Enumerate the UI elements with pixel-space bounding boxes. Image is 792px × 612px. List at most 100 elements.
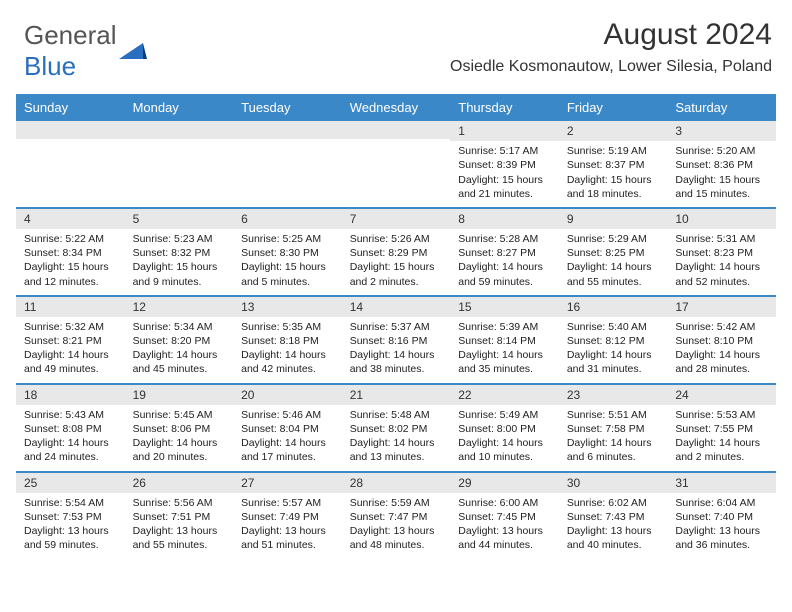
day-content: Sunrise: 5:23 AMSunset: 8:32 PMDaylight:… [125, 229, 234, 295]
day-number: 13 [233, 297, 342, 317]
sunset-text: Sunset: 8:32 PM [133, 246, 226, 260]
day-number: 26 [125, 473, 234, 493]
calendar-day-cell: 8Sunrise: 5:28 AMSunset: 8:27 PMDaylight… [450, 208, 559, 296]
day-header: Saturday [667, 94, 776, 121]
sunset-text: Sunset: 8:25 PM [567, 246, 660, 260]
sunset-text: Sunset: 7:43 PM [567, 510, 660, 524]
sunset-text: Sunset: 8:29 PM [350, 246, 443, 260]
sunrise-text: Sunrise: 5:35 AM [241, 320, 334, 334]
calendar-day-cell: 22Sunrise: 5:49 AMSunset: 8:00 PMDayligh… [450, 384, 559, 472]
daylight-text: Daylight: 15 hours and 9 minutes. [133, 260, 226, 288]
sunrise-text: Sunrise: 5:49 AM [458, 408, 551, 422]
sunset-text: Sunset: 8:20 PM [133, 334, 226, 348]
day-number: 12 [125, 297, 234, 317]
day-number [233, 121, 342, 139]
day-number: 2 [559, 121, 668, 141]
daylight-text: Daylight: 14 hours and 49 minutes. [24, 348, 117, 376]
sunset-text: Sunset: 8:34 PM [24, 246, 117, 260]
day-number: 1 [450, 121, 559, 141]
calendar-day-cell: 2Sunrise: 5:19 AMSunset: 8:37 PMDaylight… [559, 121, 668, 208]
day-header: Tuesday [233, 94, 342, 121]
logo-triangle-icon [119, 41, 147, 61]
day-content: Sunrise: 5:48 AMSunset: 8:02 PMDaylight:… [342, 405, 451, 471]
sunset-text: Sunset: 8:00 PM [458, 422, 551, 436]
day-content: Sunrise: 5:17 AMSunset: 8:39 PMDaylight:… [450, 141, 559, 207]
header-right: August 2024 Osiedle Kosmonautow, Lower S… [450, 18, 772, 76]
day-content: Sunrise: 5:42 AMSunset: 8:10 PMDaylight:… [667, 317, 776, 383]
sunrise-text: Sunrise: 5:32 AM [24, 320, 117, 334]
calendar-week-row: 11Sunrise: 5:32 AMSunset: 8:21 PMDayligh… [16, 296, 776, 384]
calendar-week-row: 25Sunrise: 5:54 AMSunset: 7:53 PMDayligh… [16, 472, 776, 559]
sunset-text: Sunset: 8:18 PM [241, 334, 334, 348]
sunset-text: Sunset: 7:58 PM [567, 422, 660, 436]
sunrise-text: Sunrise: 6:04 AM [675, 496, 768, 510]
daylight-text: Daylight: 14 hours and 28 minutes. [675, 348, 768, 376]
day-content: Sunrise: 5:56 AMSunset: 7:51 PMDaylight:… [125, 493, 234, 559]
sunrise-text: Sunrise: 5:53 AM [675, 408, 768, 422]
daylight-text: Daylight: 14 hours and 10 minutes. [458, 436, 551, 464]
sunrise-text: Sunrise: 5:19 AM [567, 144, 660, 158]
daylight-text: Daylight: 14 hours and 2 minutes. [675, 436, 768, 464]
sunrise-text: Sunrise: 5:37 AM [350, 320, 443, 334]
calendar-day-cell: 9Sunrise: 5:29 AMSunset: 8:25 PMDaylight… [559, 208, 668, 296]
sunrise-text: Sunrise: 6:00 AM [458, 496, 551, 510]
day-content: Sunrise: 5:49 AMSunset: 8:00 PMDaylight:… [450, 405, 559, 471]
sunrise-text: Sunrise: 5:20 AM [675, 144, 768, 158]
day-number: 17 [667, 297, 776, 317]
sunrise-text: Sunrise: 5:28 AM [458, 232, 551, 246]
sunset-text: Sunset: 8:37 PM [567, 158, 660, 172]
day-number: 10 [667, 209, 776, 229]
day-number [125, 121, 234, 139]
day-number: 19 [125, 385, 234, 405]
location-text: Osiedle Kosmonautow, Lower Silesia, Pola… [450, 58, 772, 76]
daylight-text: Daylight: 13 hours and 55 minutes. [133, 524, 226, 552]
day-content: Sunrise: 5:59 AMSunset: 7:47 PMDaylight:… [342, 493, 451, 559]
sunrise-text: Sunrise: 5:59 AM [350, 496, 443, 510]
daylight-text: Daylight: 13 hours and 44 minutes. [458, 524, 551, 552]
sunset-text: Sunset: 7:53 PM [24, 510, 117, 524]
day-header: Monday [125, 94, 234, 121]
calendar-day-cell: 19Sunrise: 5:45 AMSunset: 8:06 PMDayligh… [125, 384, 234, 472]
day-number: 30 [559, 473, 668, 493]
daylight-text: Daylight: 14 hours and 35 minutes. [458, 348, 551, 376]
daylight-text: Daylight: 13 hours and 48 minutes. [350, 524, 443, 552]
sunset-text: Sunset: 7:49 PM [241, 510, 334, 524]
day-header: Thursday [450, 94, 559, 121]
calendar-week-row: 18Sunrise: 5:43 AMSunset: 8:08 PMDayligh… [16, 384, 776, 472]
day-content: Sunrise: 5:20 AMSunset: 8:36 PMDaylight:… [667, 141, 776, 207]
day-content: Sunrise: 5:45 AMSunset: 8:06 PMDaylight:… [125, 405, 234, 471]
day-content: Sunrise: 5:53 AMSunset: 7:55 PMDaylight:… [667, 405, 776, 471]
day-number: 8 [450, 209, 559, 229]
daylight-text: Daylight: 14 hours and 31 minutes. [567, 348, 660, 376]
sunrise-text: Sunrise: 5:17 AM [458, 144, 551, 158]
calendar-day-cell [342, 121, 451, 208]
day-number: 29 [450, 473, 559, 493]
day-header: Friday [559, 94, 668, 121]
sunrise-text: Sunrise: 5:34 AM [133, 320, 226, 334]
calendar-day-cell: 4Sunrise: 5:22 AMSunset: 8:34 PMDaylight… [16, 208, 125, 296]
sunrise-text: Sunrise: 5:57 AM [241, 496, 334, 510]
day-number: 6 [233, 209, 342, 229]
sunset-text: Sunset: 8:30 PM [241, 246, 334, 260]
sunset-text: Sunset: 7:51 PM [133, 510, 226, 524]
day-content: Sunrise: 5:46 AMSunset: 8:04 PMDaylight:… [233, 405, 342, 471]
day-headers-row: SundayMondayTuesdayWednesdayThursdayFrid… [16, 94, 776, 121]
sunset-text: Sunset: 8:23 PM [675, 246, 768, 260]
sunrise-text: Sunrise: 5:22 AM [24, 232, 117, 246]
sunset-text: Sunset: 8:39 PM [458, 158, 551, 172]
calendar-day-cell: 31Sunrise: 6:04 AMSunset: 7:40 PMDayligh… [667, 472, 776, 559]
day-number: 15 [450, 297, 559, 317]
daylight-text: Daylight: 14 hours and 17 minutes. [241, 436, 334, 464]
sunset-text: Sunset: 8:36 PM [675, 158, 768, 172]
sunset-text: Sunset: 8:08 PM [24, 422, 117, 436]
calendar-day-cell: 12Sunrise: 5:34 AMSunset: 8:20 PMDayligh… [125, 296, 234, 384]
sunset-text: Sunset: 7:40 PM [675, 510, 768, 524]
sunrise-text: Sunrise: 5:40 AM [567, 320, 660, 334]
sunrise-text: Sunrise: 5:29 AM [567, 232, 660, 246]
day-number: 25 [16, 473, 125, 493]
calendar-day-cell: 29Sunrise: 6:00 AMSunset: 7:45 PMDayligh… [450, 472, 559, 559]
month-title: August 2024 [450, 18, 772, 52]
sunrise-text: Sunrise: 5:39 AM [458, 320, 551, 334]
day-number: 4 [16, 209, 125, 229]
day-content: Sunrise: 5:31 AMSunset: 8:23 PMDaylight:… [667, 229, 776, 295]
